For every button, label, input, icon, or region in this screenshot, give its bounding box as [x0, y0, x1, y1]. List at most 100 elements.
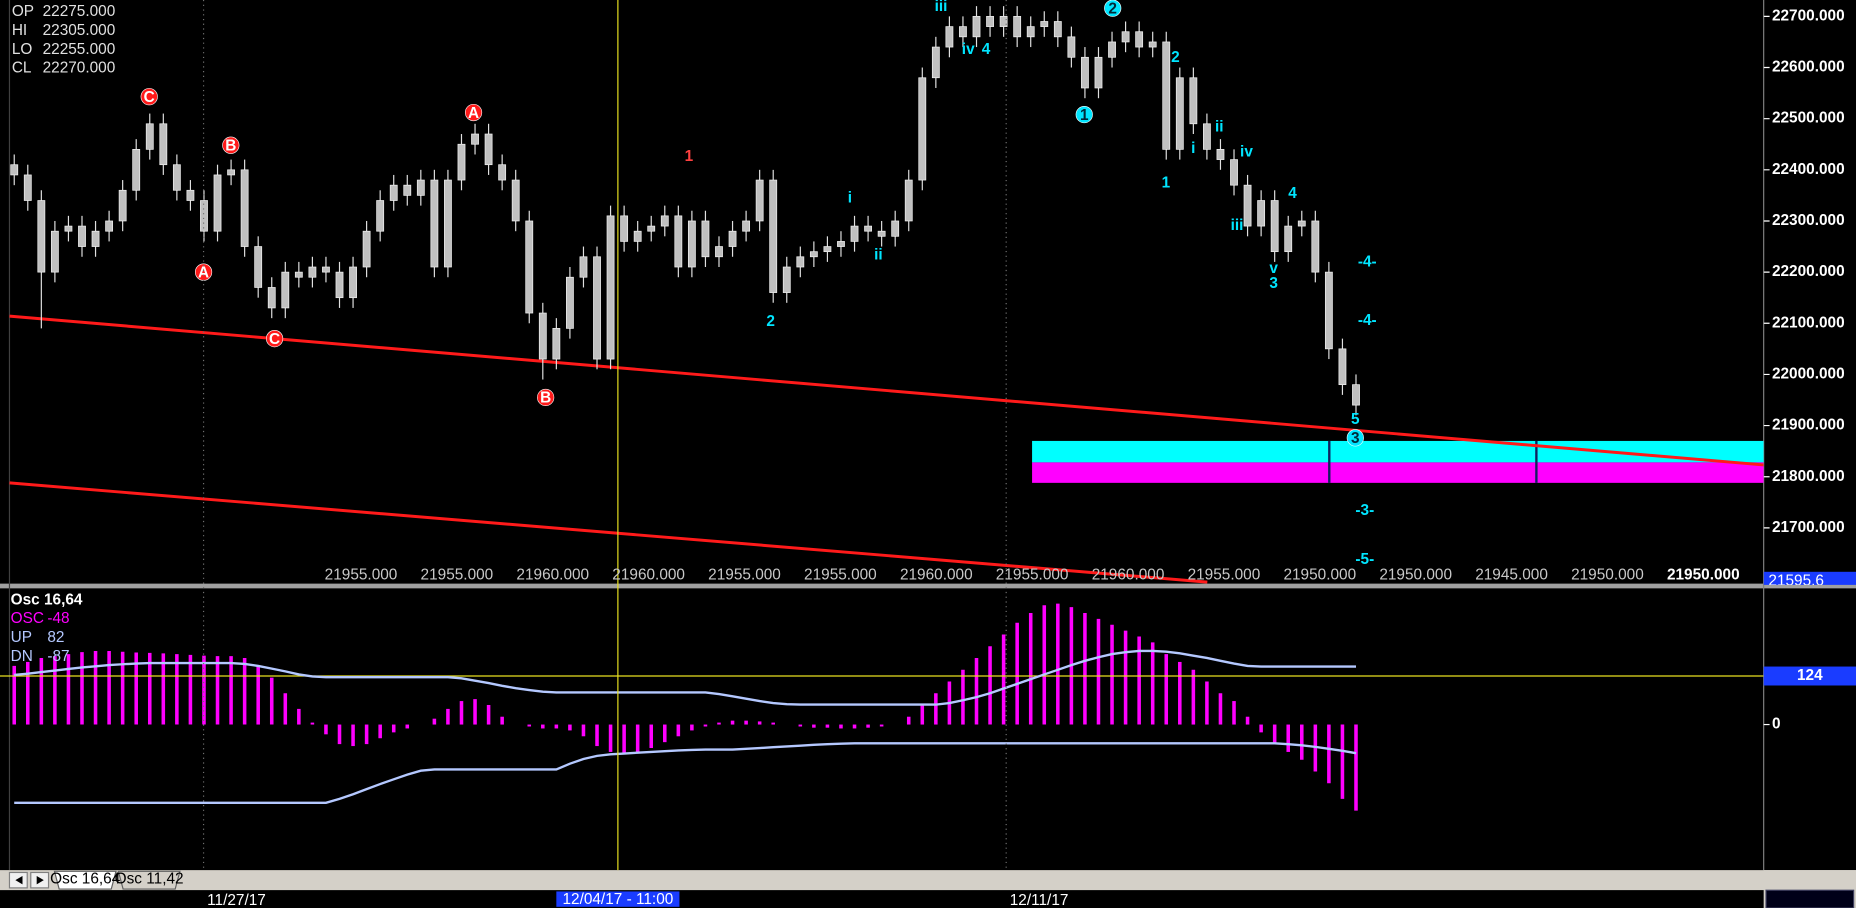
tab-label[interactable]: Osc 16,64 [50, 871, 121, 888]
candle-body [904, 179, 913, 222]
tab[interactable] [117, 870, 181, 890]
info-label: OP [12, 3, 34, 20]
wave-label: -4- [1358, 254, 1377, 271]
y-tick-label: 21700.000 [1772, 519, 1845, 536]
tab-strip [0, 870, 1856, 891]
candle-body [1148, 41, 1157, 48]
date-label: 12/11/17 [1010, 892, 1069, 908]
candle-body [1216, 149, 1225, 160]
candle-body [64, 225, 73, 232]
y-tick-label: 22100.000 [1772, 314, 1845, 331]
candle-body [945, 26, 954, 48]
x-axis-label: 21955.000 [996, 566, 1069, 583]
candle-body [579, 256, 588, 278]
candle-body [416, 179, 425, 196]
x-axis-label: 21950.000 [1379, 566, 1452, 583]
candle-body [172, 164, 181, 191]
y-tick-label: 22700.000 [1772, 7, 1845, 24]
candle-body [1121, 31, 1130, 43]
arrow-right [36, 876, 44, 885]
wave-label: i [848, 190, 852, 207]
candle-body [742, 220, 751, 232]
candle-body [1284, 225, 1293, 253]
candle-body [525, 220, 534, 314]
y-tick-label: 22200.000 [1772, 263, 1845, 280]
candle-body [850, 225, 859, 242]
candle-body [23, 174, 32, 201]
crosshair-date-box [556, 891, 680, 907]
wave-label: -3- [1355, 502, 1374, 519]
trendline [9, 481, 1208, 584]
tab-label[interactable]: Osc 11,42 [115, 871, 184, 888]
candle-body [322, 266, 330, 273]
candle-body [837, 241, 845, 247]
candle-body [999, 16, 1008, 27]
candle-body [552, 328, 561, 360]
candle-body [294, 271, 303, 278]
candle-body [674, 215, 683, 268]
candle-body [877, 230, 886, 237]
x-axis-label: 21950.000 [1571, 566, 1644, 583]
x-axis-label: 21960.000 [516, 566, 589, 583]
date-strip [0, 890, 1856, 908]
y-tick-label: 22300.000 [1772, 212, 1845, 229]
candle-body [891, 220, 900, 237]
candle-body [864, 225, 872, 232]
date-label: 11/27/17 [207, 892, 266, 908]
candle-body [471, 133, 479, 145]
candle-body [1352, 384, 1360, 406]
candle-body [186, 189, 195, 201]
y-tick-label: 22400.000 [1772, 161, 1845, 178]
crosshair-date: 12/04/17 - 11:00 [562, 891, 673, 908]
wave-marker [222, 136, 240, 154]
wave-label: 5 [1351, 411, 1360, 428]
candle-body [538, 312, 547, 360]
candle-body [281, 271, 290, 309]
info-value: 22305.000 [43, 22, 116, 39]
wave-label: 3 [1351, 430, 1360, 447]
arrow-left [15, 876, 23, 885]
target-zone [1032, 440, 1764, 463]
y-tick-label: 22500.000 [1772, 110, 1845, 127]
candle-body [227, 169, 235, 176]
wave-marker [464, 103, 483, 122]
candle-body [91, 230, 100, 247]
price-axis: 22700.000 22600.000 22500.000 22400.000 2230… [1763, 7, 1856, 589]
wave-label: 4 [982, 41, 991, 58]
candle-body [823, 246, 832, 253]
candle-body [593, 256, 601, 360]
candle-body [498, 164, 507, 181]
candle-body [687, 220, 696, 268]
oscillator-pane [0, 603, 1764, 811]
wave-marker [266, 330, 284, 348]
candle-body [376, 200, 385, 232]
info-label: HI [12, 22, 27, 39]
target-zone [1032, 462, 1764, 483]
tab[interactable] [53, 870, 117, 890]
candle-body [1013, 16, 1022, 38]
osc-line [14, 742, 1357, 804]
candle-body [1203, 123, 1211, 150]
price-marker-label: 21595.6 [1768, 572, 1824, 589]
candle-body [1053, 21, 1062, 38]
x-axis-label: 21960.000 [1092, 566, 1165, 583]
candle-body [1297, 220, 1306, 227]
candle-body [267, 287, 276, 309]
candle-body [240, 169, 249, 247]
wave-label: 1 [685, 148, 694, 165]
x-axis-label: 21945.000 [1475, 566, 1548, 583]
candle-body [715, 246, 723, 258]
wave-label: iii [1231, 217, 1244, 234]
y-tick-label: 21800.000 [1772, 468, 1845, 485]
candle-body [132, 149, 141, 191]
trendline [9, 314, 1764, 467]
candle-body [457, 143, 466, 181]
candle-body [1230, 159, 1238, 186]
candle-body [647, 225, 656, 232]
wave-label: -5- [1355, 551, 1374, 568]
wave-label: 3 [1269, 275, 1278, 292]
candle-body [511, 179, 520, 222]
candle-body [1311, 220, 1320, 273]
wave-label: 1 [1162, 174, 1171, 191]
